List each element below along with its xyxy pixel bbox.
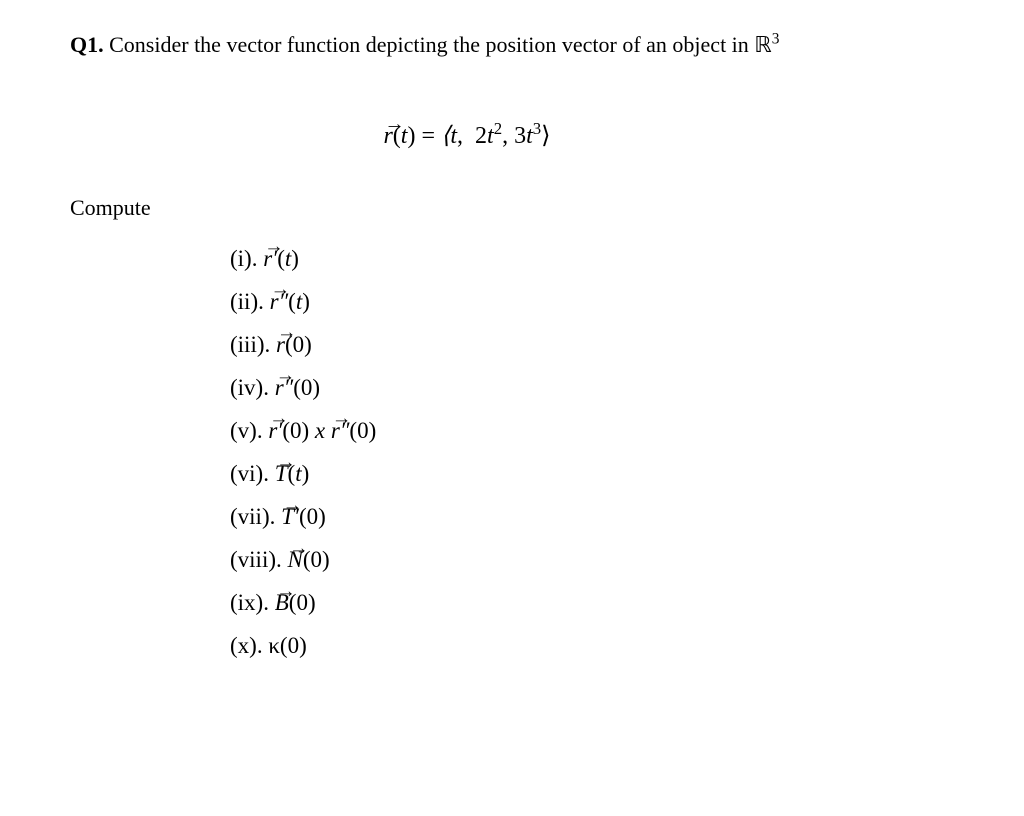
item-body: →r′(t): [263, 246, 299, 271]
space-symbol: ℝ: [754, 32, 771, 57]
list-item: (iii). →r(0): [230, 332, 954, 358]
space-exponent: 3: [772, 31, 780, 48]
item-numeral: (x).: [230, 633, 268, 658]
item-body: →r(0): [276, 332, 312, 357]
item-body: →r″(t): [270, 289, 310, 314]
item-numeral: (ix).: [230, 590, 275, 615]
item-numeral: (vi).: [230, 461, 275, 486]
item-numeral: (iii).: [230, 332, 276, 357]
item-body: →r″(0): [275, 375, 320, 400]
list-item: (x). κ(0): [230, 633, 954, 659]
list-item: (iv). →r″(0): [230, 375, 954, 401]
item-numeral: (viii).: [230, 547, 288, 572]
list-item: (vi). →T(t): [230, 461, 954, 487]
item-numeral: (i).: [230, 246, 263, 271]
item-numeral: (v).: [230, 418, 268, 443]
item-numeral: (iv).: [230, 375, 275, 400]
compute-label: Compute: [70, 195, 954, 221]
list-item: (ix). →B(0): [230, 590, 954, 616]
equation-lhs-vector: →r: [383, 123, 392, 150]
equation-rhs: ⟨t, 2t2, 3t3⟩: [441, 123, 551, 149]
list-item: (ii). →r″(t): [230, 289, 954, 315]
vector-arrow-icon: →: [384, 113, 404, 136]
item-body: κ(0): [268, 633, 306, 658]
main-equation: →r(t) = ⟨t, 2t2, 3t3⟩: [0, 121, 954, 150]
question-text: Consider the vector function depicting t…: [104, 32, 755, 57]
items-list: (i). →r′(t)(ii). →r″(t)(iii). →r(0)(iv).…: [70, 246, 954, 659]
item-numeral: (ii).: [230, 289, 270, 314]
item-body: →B(0): [275, 590, 316, 615]
list-item: (viii). →N(0): [230, 547, 954, 573]
list-item: (vii). →T′(0): [230, 504, 954, 530]
item-body: →T(t): [275, 461, 310, 486]
question-label: Q1.: [70, 32, 104, 57]
item-body: →T′(0): [281, 504, 326, 529]
item-body: →r′(0) x →r″(0): [268, 418, 376, 443]
list-item: (v). →r′(0) x →r″(0): [230, 418, 954, 444]
question-prompt: Q1. Consider the vector function depicti…: [70, 30, 954, 61]
list-item: (i). →r′(t): [230, 246, 954, 272]
item-body: →N(0): [288, 547, 330, 572]
item-numeral: (vii).: [230, 504, 281, 529]
